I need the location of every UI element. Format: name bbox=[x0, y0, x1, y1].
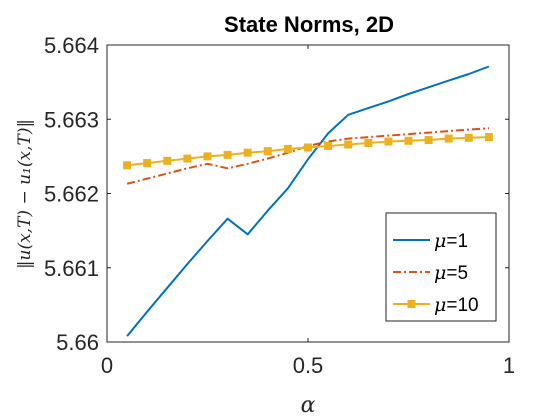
legend-label: μ=10 bbox=[434, 294, 479, 316]
x-tick-label: 1 bbox=[503, 353, 515, 378]
data-point-marker bbox=[163, 156, 172, 165]
y-tick-label: 5.66 bbox=[56, 330, 99, 355]
legend-value: =5 bbox=[446, 263, 468, 284]
data-point-marker bbox=[344, 140, 353, 149]
data-point-marker bbox=[444, 134, 453, 143]
data-point-marker bbox=[223, 150, 232, 159]
data-point-marker bbox=[484, 133, 493, 142]
series-1 bbox=[126, 127, 489, 185]
legend-value: =1 bbox=[446, 231, 468, 252]
data-point-marker bbox=[464, 133, 473, 142]
legend-mu: μ bbox=[434, 294, 446, 316]
data-point-marker bbox=[263, 147, 272, 156]
data-point-marker bbox=[304, 143, 312, 152]
y-tick-label: 5.661 bbox=[44, 256, 99, 281]
data-point-marker bbox=[404, 136, 413, 145]
legend-value: =10 bbox=[446, 295, 478, 316]
y-tick-label: 5.662 bbox=[44, 182, 99, 207]
series-0 bbox=[126, 65, 490, 337]
data-point-marker bbox=[384, 137, 393, 146]
y-tick-label: 5.664 bbox=[44, 33, 99, 58]
series-line bbox=[126, 65, 490, 337]
data-point-marker bbox=[324, 141, 333, 150]
y-axis-label: ‖u(x,T) − u₁(x,T)‖ bbox=[15, 119, 35, 269]
data-point-marker bbox=[143, 159, 152, 168]
legend-mu: μ bbox=[434, 230, 446, 252]
data-point-marker bbox=[123, 161, 132, 170]
chart-title: State Norms, 2D bbox=[224, 12, 394, 37]
data-point-marker bbox=[364, 139, 373, 148]
legend-mu: μ bbox=[434, 262, 446, 284]
series-line bbox=[126, 127, 489, 185]
data-point-marker bbox=[283, 144, 292, 153]
data-point-marker bbox=[243, 148, 252, 157]
series-layer bbox=[123, 65, 493, 337]
x-tick-label: 0 bbox=[101, 353, 113, 378]
y-axis: 5.66 5.661 5.662 5.663 5.664 bbox=[44, 33, 509, 355]
legend-marker bbox=[407, 300, 416, 308]
series-2 bbox=[123, 133, 493, 170]
y-tick-label: 5.663 bbox=[44, 107, 99, 132]
data-point-marker bbox=[183, 154, 192, 163]
x-tick-label: 0.5 bbox=[293, 353, 324, 378]
x-axis: 0 0.5 1 bbox=[101, 45, 515, 378]
data-point-marker bbox=[203, 152, 212, 161]
legend-label: μ=1 bbox=[434, 230, 468, 252]
x-axis-label: α bbox=[301, 393, 316, 418]
legend: μ=1μ=5μ=10 bbox=[385, 212, 497, 322]
legend-label: μ=5 bbox=[434, 262, 468, 284]
data-point-marker bbox=[424, 136, 433, 145]
